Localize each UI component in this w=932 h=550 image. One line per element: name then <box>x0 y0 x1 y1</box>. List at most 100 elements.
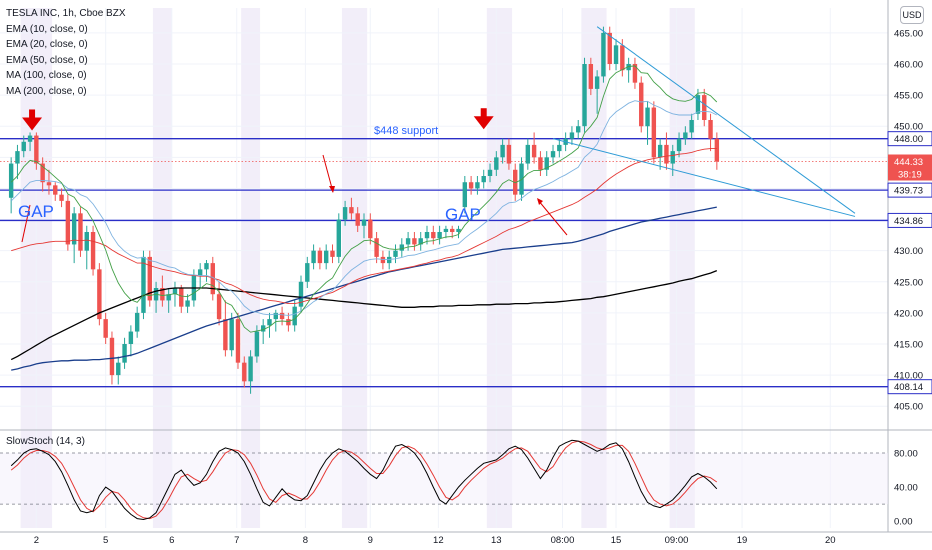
candle-body <box>292 306 297 326</box>
x-axis[interactable]: 2 5 6 7 8 9 12 13 08:00 15 09:00 19 20 <box>34 535 836 546</box>
candle-body <box>500 144 505 158</box>
candle-body <box>702 95 707 120</box>
candle-body <box>34 135 39 164</box>
candle-body <box>361 219 367 226</box>
stoch-y-tick: 80.00 <box>894 449 918 460</box>
currency-button[interactable]: USD <box>900 6 924 24</box>
red-arrow-left-head <box>22 117 43 131</box>
candle-body <box>544 157 549 170</box>
stoch-title[interactable]: SlowStoch (14, 3) <box>6 436 85 447</box>
candle-body <box>71 213 77 245</box>
candle-body <box>21 141 26 152</box>
countdown-label: 38:19 <box>898 170 922 181</box>
candle-body <box>134 312 140 332</box>
candle-body <box>90 232 96 270</box>
candle-body <box>172 288 178 295</box>
y-tick-label: 420.00 <box>894 308 923 319</box>
legend-ma100[interactable]: MA (100, close, 0) <box>6 70 87 81</box>
candle-body <box>15 151 20 164</box>
trendline-lower <box>552 138 856 217</box>
candle-body <box>166 294 171 301</box>
candle-body <box>506 144 512 164</box>
candle-body <box>197 269 203 276</box>
legend-ema20[interactable]: EMA (20, close, 0) <box>6 39 88 50</box>
candle-body <box>368 219 373 239</box>
candle-body <box>437 232 442 239</box>
candle-body <box>248 356 253 382</box>
stoch-y-tick: 0.00 <box>894 517 913 528</box>
candle-body <box>380 256 386 264</box>
candle-body <box>323 250 329 264</box>
x-tick-label: 12 <box>433 535 444 546</box>
x-tick-label: 20 <box>825 535 836 546</box>
candle-body <box>676 138 682 152</box>
candle-body <box>708 120 713 139</box>
candle-body <box>487 169 493 176</box>
candle-body <box>210 263 215 295</box>
level-tag-label: 439.73 <box>894 186 923 197</box>
candle-body <box>229 319 234 351</box>
last-price-label: 444.33 <box>894 157 923 168</box>
annotation-gap-left: GAP <box>18 202 54 221</box>
candle-body <box>569 132 575 139</box>
annotation-support: $448 support <box>374 125 438 137</box>
candle-body <box>204 263 209 270</box>
candle-body <box>141 256 146 313</box>
legend-ema10[interactable]: EMA (10, close, 0) <box>6 23 88 35</box>
stoch-band-fill <box>0 453 888 505</box>
chart-legend: TESLA INC, 1h, Cboe BZX EMA (10, close, … <box>6 6 126 99</box>
candle-body <box>450 228 455 232</box>
moving-averages <box>10 65 718 371</box>
candle-body <box>399 244 405 251</box>
y-tick-label: 410.00 <box>894 371 923 382</box>
candle-body <box>342 207 348 220</box>
candle-body <box>128 331 134 344</box>
candle-body <box>122 344 127 363</box>
candle-body <box>386 256 392 264</box>
candle-body <box>651 107 657 158</box>
red-arrow-right-head <box>473 116 494 130</box>
candle-body <box>582 64 587 127</box>
candle-body <box>78 213 83 251</box>
candle-body <box>613 45 619 64</box>
candle-body <box>601 32 606 77</box>
candle-body <box>103 319 108 338</box>
ma200-line <box>10 269 718 361</box>
x-tick-label: 8 <box>303 535 308 546</box>
session-band-6 <box>669 8 695 528</box>
candle-body <box>355 213 360 226</box>
candle-body <box>683 132 688 139</box>
candle-body <box>179 288 184 307</box>
candle-body <box>607 32 612 64</box>
legend-title[interactable]: TESLA INC, 1h, Cboe BZX <box>6 8 126 19</box>
candle-body <box>620 45 625 71</box>
legend-ema50[interactable]: EMA (50, close, 0) <box>6 54 88 66</box>
candle-body <box>443 228 449 232</box>
candle-body <box>330 250 335 257</box>
candle-body <box>689 120 694 133</box>
candle-body <box>588 64 594 89</box>
candle-body <box>336 219 342 257</box>
candle-body <box>216 294 222 320</box>
candle-body <box>109 337 115 376</box>
candle-body <box>456 228 461 232</box>
candle-body <box>242 362 247 382</box>
candle-body <box>481 176 486 183</box>
y-axis[interactable]: 465.00460.00455.00450.00445.00440.00435.… <box>887 28 932 413</box>
hand-arrow-2 <box>537 199 568 236</box>
candle-body <box>185 300 190 307</box>
candle-body <box>424 232 430 239</box>
x-tick-label: 13 <box>491 535 502 546</box>
gridlines <box>0 0 932 533</box>
session-band-2 <box>241 8 261 528</box>
candle-body <box>639 82 644 127</box>
candle-body <box>53 185 58 195</box>
candle-body <box>235 319 241 363</box>
x-tick-label: 7 <box>234 535 239 546</box>
candle-body <box>273 312 278 320</box>
candle-body <box>59 194 64 201</box>
legend-ma200[interactable]: MA (200, close, 0) <box>6 85 87 97</box>
candle-body <box>412 238 417 245</box>
candle-body <box>462 182 468 208</box>
